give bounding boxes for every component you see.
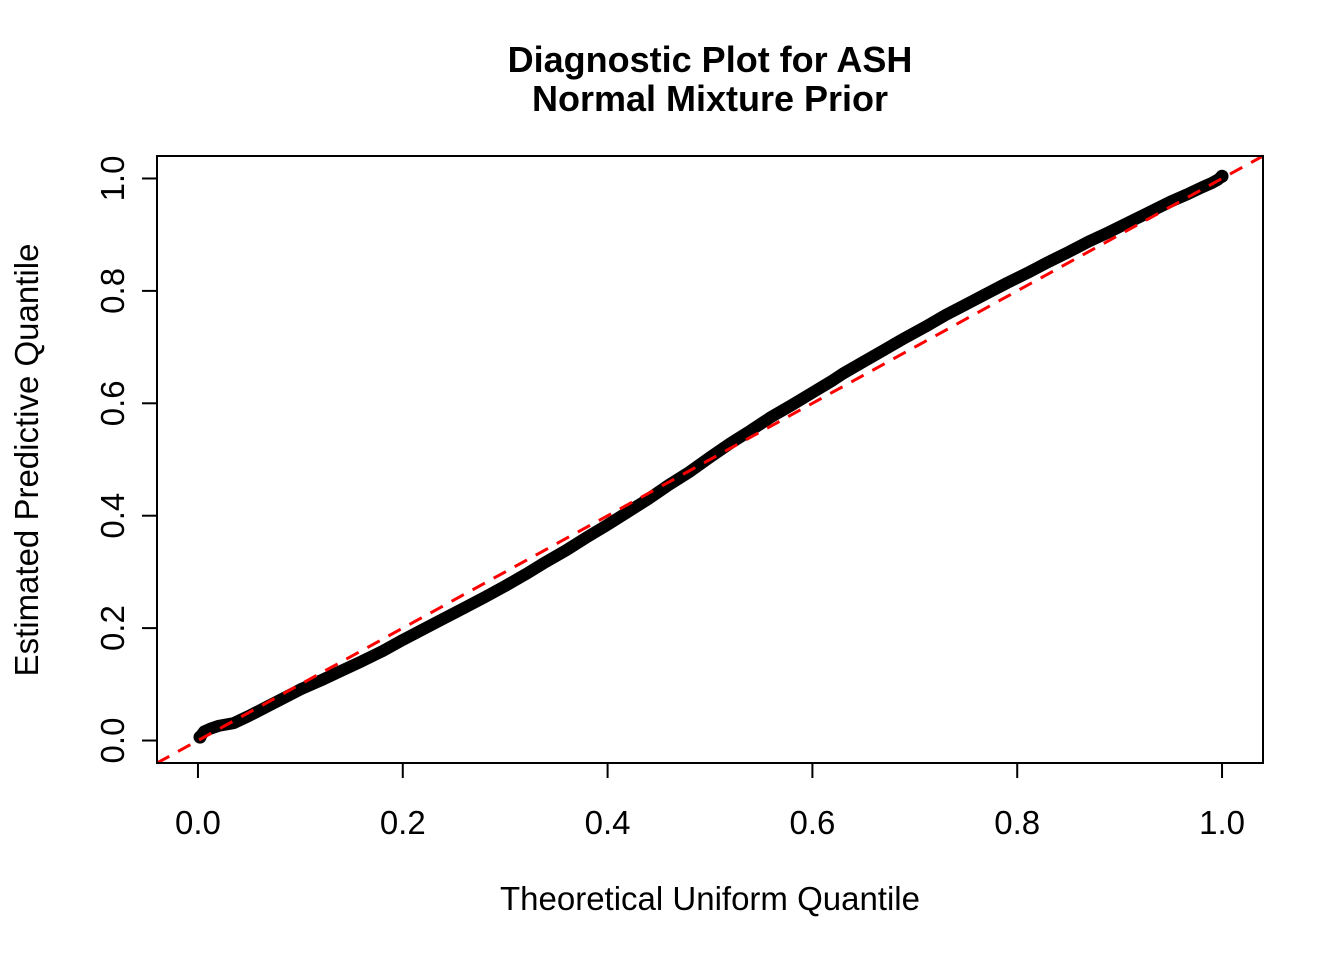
identity-reference-line	[156, 154, 1264, 765]
plot-title: Diagnostic Plot for ASH Normal Mixture P…	[157, 40, 1263, 118]
x-axis-tick-label: 0.6	[789, 804, 835, 841]
y-axis-tick-label: 0.4	[94, 493, 131, 539]
plot-title-line1: Diagnostic Plot for ASH	[507, 39, 913, 80]
x-axis-tick-label: 0.0	[175, 804, 221, 841]
y-axis-tick-label: 1.0	[94, 156, 131, 202]
y-axis-tick-label: 0.2	[94, 605, 131, 651]
y-axis-tick-label: 0.8	[94, 268, 131, 314]
quantile-curve	[194, 170, 1228, 744]
x-axis-tick-label: 0.2	[380, 804, 426, 841]
x-axis-label: Theoretical Uniform Quantile	[499, 880, 920, 917]
x-axis-tick-label: 0.8	[994, 804, 1040, 841]
plot-title-line2: Normal Mixture Prior	[531, 78, 889, 119]
y-axis-tick-label: 0.6	[94, 380, 131, 426]
plot-box	[156, 155, 1264, 764]
y-axis-label: Estimated Predictive Quantile	[8, 243, 45, 677]
curve-start-point	[193, 730, 207, 744]
x-axis-tick-label: 0.4	[585, 804, 631, 841]
x-axis-tick-label: 1.0	[1199, 804, 1245, 841]
y-axis-tick-label: 0.0	[94, 718, 131, 764]
